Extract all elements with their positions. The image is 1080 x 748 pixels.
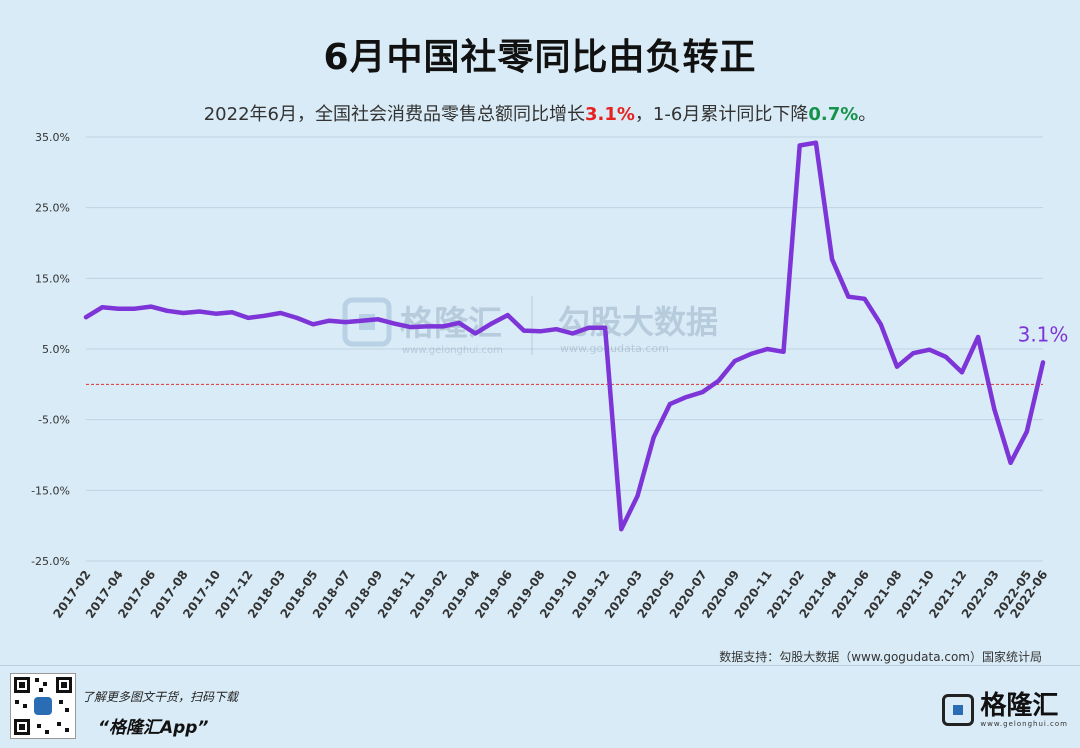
chart-subtitle: 2022年6月，全国社会消费品零售总额同比增长3.1%，1-6月累计同比下降0.… <box>0 100 1080 126</box>
data-point <box>505 313 510 318</box>
footer-promo-text: 了解更多图文干货，扫码下载 <box>82 690 239 704</box>
data-point <box>797 143 802 148</box>
data-point <box>554 327 559 332</box>
last-point-label: 3.1% <box>1018 322 1069 346</box>
qr-center-logo-icon <box>34 697 52 715</box>
watermark-brand2-url: www.gogudata.com <box>560 342 669 355</box>
watermark-brand1-url: www.gelonghui.com <box>402 345 503 356</box>
subtitle-suffix: 。 <box>858 104 877 125</box>
brand-mark-icon <box>942 694 975 726</box>
y-tick-label: -15.0% <box>31 484 70 497</box>
data-point <box>132 306 137 311</box>
chart-title: 6月中国社零同比由负转正 <box>323 37 757 78</box>
data-point <box>959 370 964 375</box>
data-point <box>489 321 494 326</box>
data-point <box>165 308 170 313</box>
data-point <box>1024 429 1029 434</box>
data-point <box>392 321 397 326</box>
data-point <box>603 325 608 330</box>
data-point <box>327 318 332 323</box>
data-point <box>911 351 916 356</box>
data-point <box>651 435 656 440</box>
data-point <box>813 140 818 145</box>
data-point <box>521 328 526 333</box>
data-point <box>765 347 770 351</box>
brand-name: 格隆汇 <box>980 691 1059 721</box>
y-tick-label: -5.0% <box>38 414 70 427</box>
footer-divider <box>0 665 1080 666</box>
data-point <box>311 322 316 327</box>
data-point <box>732 359 737 364</box>
data-point <box>213 311 218 316</box>
series-line <box>83 140 1046 532</box>
data-point <box>635 493 640 498</box>
data-point <box>684 395 689 400</box>
data-point <box>229 310 234 315</box>
data-point <box>943 354 948 359</box>
data-point <box>100 305 105 310</box>
data-point <box>1041 360 1045 365</box>
subtitle-prefix: 2022年6月，全国社会消费品零售总额同比增长 <box>203 104 585 125</box>
data-point <box>148 304 153 309</box>
y-tick-label: -25.0% <box>31 555 70 568</box>
data-point <box>116 306 121 311</box>
watermark-brand2: 勾股大数据 <box>558 303 718 341</box>
data-point <box>619 527 624 532</box>
data-point <box>246 315 251 320</box>
qr-code-icon[interactable] <box>10 673 76 739</box>
data-point <box>586 325 591 330</box>
data-source-note: 数据支持：勾股大数据（www.gogudata.com）国家统计局 <box>719 650 1042 664</box>
qr-pattern-icon <box>14 677 72 735</box>
line-chart: 格隆汇 www.gelonghui.com 勾股大数据 www.gogudata… <box>31 131 1069 621</box>
subtitle-monthly-value: 3.1% <box>585 104 635 125</box>
data-point <box>570 331 575 336</box>
data-point <box>538 329 543 334</box>
y-tick-label: 15.0% <box>35 272 70 285</box>
data-point <box>294 315 299 320</box>
y-tick-label: 5.0% <box>42 343 70 356</box>
grid-lines <box>86 136 1043 562</box>
data-point <box>457 320 462 325</box>
data-point <box>700 390 705 395</box>
data-point <box>862 296 867 301</box>
data-point <box>84 315 88 320</box>
data-point <box>846 294 851 299</box>
data-point <box>1008 460 1013 465</box>
data-point <box>181 310 186 315</box>
data-point <box>359 318 364 323</box>
brand-url: www.gelonghui.com <box>980 720 1068 728</box>
data-point <box>992 407 997 412</box>
data-point <box>262 313 267 318</box>
x-axis-tick-labels: 2017-022017-042017-062017-082017-102017-… <box>50 568 1050 621</box>
data-point <box>716 378 721 383</box>
data-point <box>976 334 981 339</box>
data-point <box>278 310 283 315</box>
data-point <box>781 349 786 354</box>
y-axis-tick-labels: -25.0% -15.0% -5.0% 5.0% 15.0% 25.0% 35.0% <box>31 131 70 568</box>
data-point <box>927 347 932 352</box>
subtitle-cumulative-value: 0.7% <box>808 104 859 125</box>
data-point <box>424 324 429 329</box>
data-point <box>375 317 380 322</box>
data-point <box>830 257 835 262</box>
y-tick-label: 35.0% <box>35 131 70 144</box>
data-point <box>895 364 900 369</box>
data-point <box>749 351 754 356</box>
data-point <box>473 331 478 336</box>
data-point <box>667 402 672 407</box>
data-point <box>878 322 883 327</box>
y-tick-label: 25.0% <box>35 202 70 215</box>
series-layer <box>83 140 1046 532</box>
data-point <box>408 325 413 330</box>
subtitle-middle: ，1-6月累计同比下降 <box>634 104 809 125</box>
brand-logo: 格隆汇 www.gelonghui.com <box>942 690 1068 730</box>
data-point <box>197 309 202 314</box>
data-point <box>440 324 445 329</box>
footer-app-name: “格隆汇App” <box>98 718 209 738</box>
data-point <box>343 320 348 325</box>
